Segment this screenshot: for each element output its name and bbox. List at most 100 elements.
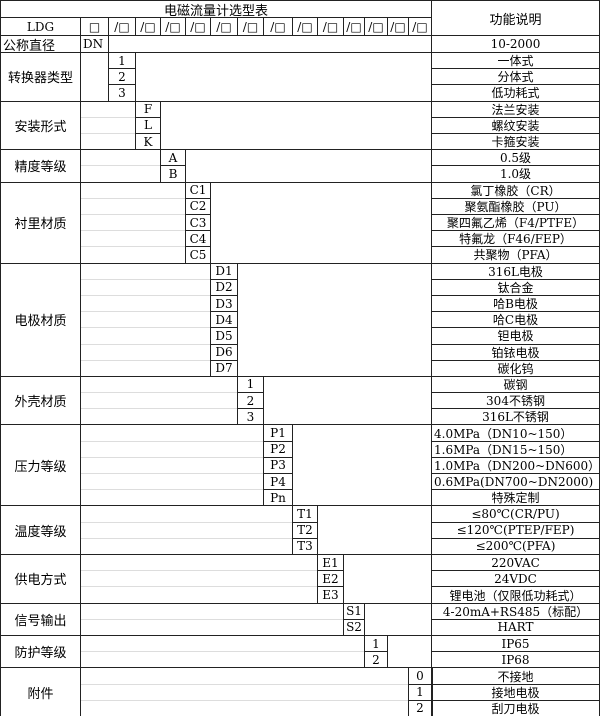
option-desc: HART <box>431 618 600 637</box>
model-slot: /□ <box>317 17 344 36</box>
option-code: 2 <box>408 699 432 716</box>
row-divider <box>81 522 292 523</box>
model-slot: /□ <box>387 17 409 36</box>
row-divider <box>81 214 185 215</box>
option-code: S1 <box>343 602 365 620</box>
option-code: P1 <box>263 424 293 442</box>
option-code: 3 <box>237 408 264 426</box>
blank-cell <box>343 554 432 604</box>
blank-cell <box>80 424 264 507</box>
row-divider <box>81 198 185 199</box>
option-code: D2 <box>210 278 238 296</box>
option-desc: 304不锈钢 <box>431 392 600 410</box>
option-code: S2 <box>343 618 365 637</box>
blank-cell <box>80 52 109 102</box>
row-divider <box>81 230 185 231</box>
option-desc: 钽电极 <box>431 327 600 345</box>
section-label: 防护等级 <box>0 635 81 669</box>
option-desc: 316L电极 <box>431 262 600 280</box>
blank-cell <box>80 667 409 716</box>
blank-cell <box>237 262 432 377</box>
option-code: T2 <box>292 521 318 539</box>
nominal-code: DN <box>80 35 109 53</box>
blank-cell <box>135 52 432 102</box>
option-desc: ≤200℃(PFA) <box>431 537 600 556</box>
option-desc: 低功耗式 <box>431 84 600 102</box>
option-code: D1 <box>210 262 238 280</box>
function-header: 功能说明 <box>431 0 600 36</box>
row-divider <box>81 538 292 539</box>
section-label: 安装形式 <box>0 100 81 151</box>
section-label: 附件 <box>0 667 81 716</box>
option-code: P2 <box>263 440 293 458</box>
option-desc: 4.0MPa（DN10~150） <box>431 424 600 442</box>
nominal-desc: 10-2000 <box>431 35 600 53</box>
row-divider <box>81 408 237 409</box>
option-desc: 聚四氟乙烯（F4/PTFE） <box>431 213 600 232</box>
option-code: 0 <box>408 667 432 685</box>
row-divider <box>81 586 317 587</box>
option-desc: 不接地 <box>431 667 600 685</box>
option-desc: 哈C电极 <box>431 311 600 329</box>
option-code: 2 <box>108 68 136 86</box>
option-desc: 碳钢 <box>431 375 600 394</box>
option-desc: 接地电极 <box>431 683 600 701</box>
model-slot: /□ <box>135 17 161 36</box>
row-divider <box>81 619 343 620</box>
option-desc: 刮刀电极 <box>431 699 600 716</box>
row-divider <box>81 246 185 247</box>
option-desc: 铂铱电极 <box>431 343 600 361</box>
section-label: 外壳材质 <box>0 375 81 426</box>
model-slot: /□ <box>210 17 238 36</box>
option-desc: 哈B电极 <box>431 294 600 313</box>
row-divider <box>81 700 408 701</box>
option-desc: 4-20mA+RS485（标配） <box>431 602 600 620</box>
blank-cell <box>80 181 186 264</box>
option-code: P3 <box>263 456 293 475</box>
row-divider <box>81 570 317 571</box>
option-code: C3 <box>185 213 211 232</box>
option-code: 1 <box>364 635 388 653</box>
option-code: K <box>135 132 161 151</box>
option-desc: 1.0MPa（DN200~DN600） <box>431 456 600 475</box>
option-desc: 1.0级 <box>431 165 600 183</box>
section-label: 压力等级 <box>0 424 81 507</box>
option-code: C4 <box>185 230 211 248</box>
option-code: 1 <box>108 52 136 70</box>
option-code: A <box>160 149 186 167</box>
option-desc: 聚氨酯橡胶（PU） <box>431 197 600 215</box>
option-desc: 0.5级 <box>431 149 600 167</box>
option-desc: 锂电池（仅限低功耗式） <box>431 586 600 604</box>
option-code: C2 <box>185 197 211 215</box>
option-code: 2 <box>237 392 264 410</box>
row-divider <box>81 133 135 134</box>
section-label: 衬里材质 <box>0 181 81 264</box>
option-code: D4 <box>210 311 238 329</box>
model-slot: /□ <box>160 17 186 36</box>
option-desc: 特殊定制 <box>431 489 600 507</box>
blank-cell <box>387 635 432 669</box>
blank-cell <box>80 554 318 604</box>
option-desc: 0.6MPa(DN700~DN2000) <box>431 473 600 491</box>
option-desc: IP68 <box>431 651 600 669</box>
option-code: C1 <box>185 181 211 199</box>
row-divider <box>81 165 160 166</box>
blank-cell <box>210 181 432 264</box>
blank-cell <box>317 505 432 556</box>
section-label: 供电方式 <box>0 554 81 604</box>
blank-cell <box>80 505 293 556</box>
option-code: P4 <box>263 473 293 491</box>
model-slot: /□ <box>237 17 264 36</box>
section-label: 电极材质 <box>0 262 81 377</box>
row-divider <box>81 117 135 118</box>
option-desc: ≤120℃(PTEP/FEP) <box>431 521 600 539</box>
option-code: 1 <box>237 375 264 394</box>
nominal-label: 公称直径 <box>0 35 81 53</box>
option-code: 1 <box>408 683 432 701</box>
section-label: 精度等级 <box>0 149 81 183</box>
option-desc: 分体式 <box>431 68 600 86</box>
table-title: 电磁流量计选型表 <box>0 0 432 18</box>
row-divider <box>81 489 263 490</box>
option-code: 3 <box>108 84 136 102</box>
section-label: 信号输出 <box>0 602 81 636</box>
